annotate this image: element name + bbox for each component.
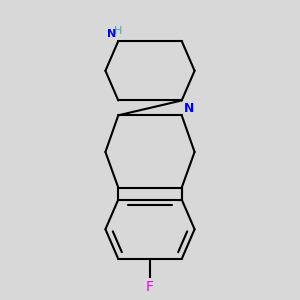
Text: N: N [184,102,194,116]
Text: F: F [146,280,154,294]
Text: H: H [114,26,122,36]
Text: N: N [107,29,116,39]
